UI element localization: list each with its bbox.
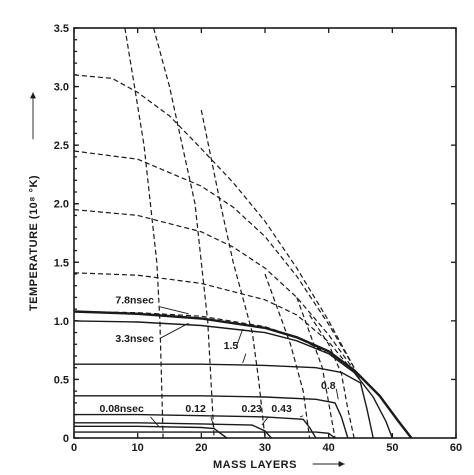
curve-time-label: 0.8	[321, 380, 336, 392]
dashed-curve	[73, 209, 355, 371]
annotation-leader-line	[150, 416, 160, 427]
y-tick-label: 1.5	[54, 257, 69, 269]
series-group	[73, 27, 413, 439]
dashed-curve	[296, 297, 336, 439]
annotation-leader-line	[242, 353, 247, 364]
curve-time-label: 3.3nsec	[115, 333, 154, 345]
x-tick-label: 60	[450, 442, 462, 454]
y-tick-label: 1.0	[54, 316, 69, 328]
curve-time-label: 0.43	[271, 403, 292, 415]
annotation-leader-line	[210, 416, 215, 428]
dashed-curve	[73, 310, 361, 380]
temperature-profile-line	[74, 363, 374, 439]
dashed-curve	[153, 27, 215, 439]
dashed-curve	[73, 74, 355, 368]
x-tick-label: 0	[71, 442, 77, 454]
dashed-curve	[73, 272, 355, 373]
x-tick-label: 10	[132, 442, 144, 454]
dashed-curve	[309, 314, 355, 439]
curve-time-label: 0.12	[185, 403, 206, 415]
annotation-leader-line	[235, 328, 244, 347]
y-tick-label: 3.5	[54, 23, 69, 35]
curve-time-label: 1.5	[224, 340, 239, 352]
temperature-profile-line	[74, 413, 317, 439]
y-tick-label: 0.5	[54, 374, 69, 386]
dashed-curve	[200, 109, 266, 439]
y-tick-label: 2.0	[54, 199, 69, 211]
annotation-leader-line	[159, 306, 189, 315]
x-tick-label: 40	[323, 442, 335, 454]
temperature-profile-line	[74, 425, 228, 439]
y-axis-arrow-icon	[30, 92, 36, 99]
temperature-profile-line	[74, 431, 336, 439]
x-tick-label: 20	[195, 442, 207, 454]
annotation-leaders	[150, 306, 339, 428]
x-axis-arrow-icon	[338, 461, 345, 467]
dashed-curve	[264, 273, 311, 439]
temperature-profile-line	[74, 395, 349, 439]
curve-time-label: 0.23	[241, 403, 262, 415]
annotation-leader-line	[299, 415, 304, 418]
annotation-leader-line	[261, 416, 269, 426]
dashed-curve	[124, 27, 164, 439]
y-tick-label: 2.5	[54, 140, 69, 152]
x-tick-label: 30	[259, 442, 271, 454]
x-tick-label: 50	[386, 442, 398, 454]
annotations: 7.8nsec 3.3nsec 1.5 0.8 0.43 0.23 0.12 0.08nsec	[99, 294, 335, 415]
curve-time-label: 0.08nsec	[99, 403, 144, 415]
dashed-curve	[73, 150, 355, 369]
temperature-profile-line	[74, 422, 272, 439]
x-axis-title: MASS LAYERS	[213, 459, 297, 471]
annotation-leader-line	[159, 322, 189, 339]
y-tick-label: 3.0	[54, 82, 69, 94]
temperature-profile-line	[73, 320, 393, 439]
temperature-profile-line-bold	[73, 310, 413, 439]
axes: 0 10 20 30 40 50 60 0 0.5 1.0 1.5 2.0 2.5 3.0 3.5	[30, 23, 462, 467]
annotation-leader-line	[335, 388, 339, 400]
y-axis-title: TEMPERATURE (10⁸ °K)	[28, 175, 40, 311]
y-tick-label: 0	[63, 433, 69, 445]
curve-time-label: 7.8nsec	[115, 294, 154, 306]
